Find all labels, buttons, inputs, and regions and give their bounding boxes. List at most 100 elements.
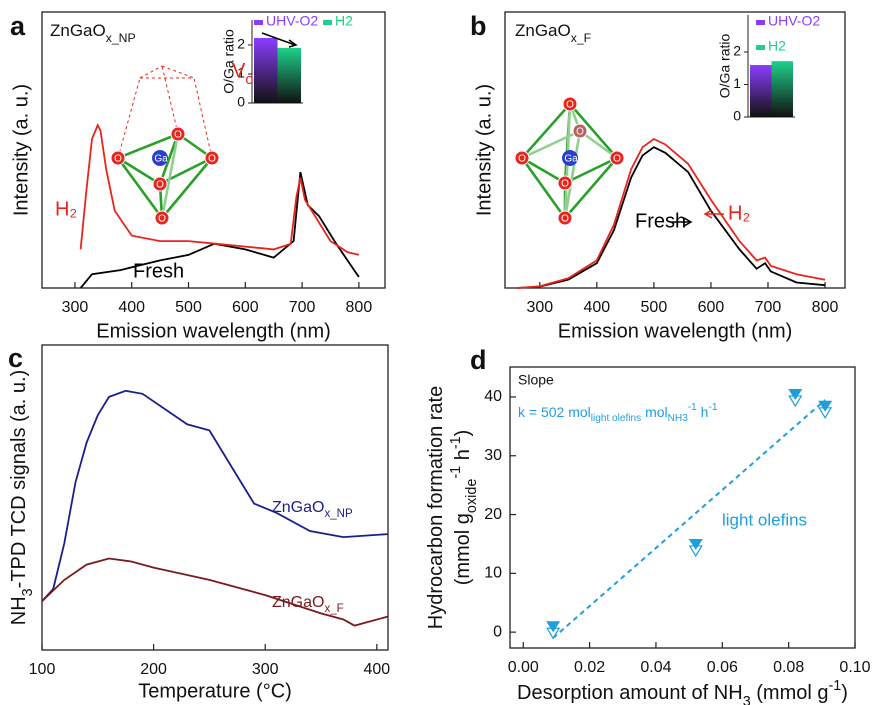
y-axis-label: Intensity (a. u.) — [473, 84, 495, 216]
x-tick-label: 0.08 — [773, 659, 804, 676]
o-atom — [562, 96, 578, 112]
line — [79, 171, 360, 289]
line — [516, 137, 826, 289]
o-atom — [572, 123, 588, 139]
vacancy-line — [193, 77, 213, 159]
legend-label: H2 — [335, 13, 353, 29]
text-part: Desorption amount of NH — [517, 682, 743, 704]
x-tick-label: 600 — [698, 299, 725, 316]
bond — [569, 103, 618, 159]
x-tick-label: 0.06 — [707, 659, 738, 676]
series-label: light olefins — [722, 510, 807, 529]
plot-frame — [504, 11, 846, 289]
text-part: -1 — [708, 402, 717, 413]
o-label: O — [156, 180, 164, 191]
panel-title: ZnGaOx_F — [515, 21, 591, 45]
y-axis-label: Intensity (a. u.) — [10, 84, 32, 216]
legend-label: UHV-O2 — [768, 13, 820, 29]
line — [516, 146, 826, 289]
inset-tick-label: 1 — [237, 65, 245, 81]
x-axis-label: Emission wavelength (nm) — [558, 320, 793, 342]
text-part: o — [245, 72, 253, 88]
y-axis-label: (mmol goxide-1 h-1) — [448, 430, 480, 586]
text-part: ZnGaO — [50, 21, 106, 40]
o-atom — [154, 210, 170, 226]
y-tick-label: 20 — [484, 506, 502, 523]
y-tick-label: 40 — [484, 388, 502, 405]
x-tick-label: 700 — [289, 299, 316, 316]
text-part: NH — [8, 596, 30, 625]
o-atom — [514, 150, 530, 166]
text-part: x_F — [324, 603, 343, 615]
ga-atom — [562, 150, 578, 166]
x-axis-label: Emission wavelength (nm) — [96, 320, 331, 342]
vacancy-label: Vo — [232, 60, 253, 88]
o-label: O — [566, 100, 574, 111]
panel-letter: a — [10, 11, 26, 41]
line — [41, 389, 389, 602]
o-atom — [204, 150, 220, 166]
o-atom — [557, 210, 573, 226]
x-tick-label: 800 — [812, 299, 839, 316]
panel-title: ZnGaOx_NP — [50, 21, 136, 45]
line — [41, 557, 389, 627]
panel-letter: d — [470, 345, 487, 375]
inset-tick-label: 1 — [733, 75, 741, 91]
panel-letter: b — [470, 11, 487, 41]
vacancy-line — [161, 65, 179, 135]
x-tick-label: 400 — [583, 299, 610, 316]
x-tick-label: 0.04 — [640, 659, 671, 676]
marker-open — [788, 395, 803, 408]
vacancy-line — [139, 65, 163, 79]
line — [79, 123, 360, 256]
inset-bar — [771, 61, 793, 117]
plot-frame — [41, 344, 389, 651]
x-tick-label: 400 — [118, 299, 145, 316]
bond — [161, 157, 213, 219]
text-part: 3 — [743, 694, 751, 705]
x-tick-label: 500 — [641, 299, 668, 316]
y-tick-label: 0 — [493, 623, 502, 640]
text-part: ZnGaO — [515, 21, 571, 40]
y-axis-label: Hydrocarbon formation rate — [425, 386, 447, 629]
text-part: ) — [841, 682, 848, 704]
marker — [688, 538, 703, 550]
x-tick-label: 500 — [175, 299, 202, 316]
bond — [117, 132, 179, 160]
x-tick-label: 0.10 — [839, 659, 870, 676]
text-part: x_F — [571, 31, 591, 45]
annotation: k = 502 mollight olefins molNH3-1 h-1 — [518, 402, 718, 424]
text-part: -1 — [448, 466, 464, 479]
text-part: h — [697, 404, 709, 420]
x-tick-label: 600 — [232, 299, 259, 316]
o-label: O — [613, 154, 621, 165]
marker — [546, 621, 561, 633]
inset-y-label: O/Ga ratio — [717, 34, 733, 99]
inset-tick-label: 2 — [237, 36, 245, 52]
y-tick-label: 10 — [484, 565, 502, 582]
o-label: O — [158, 214, 166, 225]
vacancy-line — [161, 65, 195, 79]
series-label: ZnGaOx_F — [272, 594, 344, 615]
bond — [520, 157, 567, 219]
text-part: Hydrocarbon formation rate — [425, 386, 447, 629]
arrow — [261, 32, 298, 48]
o-label: O — [114, 154, 122, 165]
text-part: ) — [452, 430, 474, 437]
marker — [818, 400, 833, 412]
panel-letter: c — [8, 343, 23, 373]
x-tick-label: 200 — [140, 661, 167, 678]
o-atom — [110, 150, 126, 166]
o-atom — [609, 150, 625, 166]
x-tick-label: 100 — [29, 661, 56, 678]
o-label: O — [561, 214, 569, 225]
bond — [521, 129, 581, 160]
plot-frame — [509, 366, 856, 649]
arrow — [672, 217, 693, 227]
text-part: 3 — [20, 588, 36, 596]
y-tick-label: 30 — [484, 447, 502, 464]
series-label: Fresh — [635, 210, 686, 232]
annotation: Slope — [518, 372, 554, 388]
inset-tick-label: 2 — [733, 43, 741, 59]
bond — [116, 157, 164, 219]
